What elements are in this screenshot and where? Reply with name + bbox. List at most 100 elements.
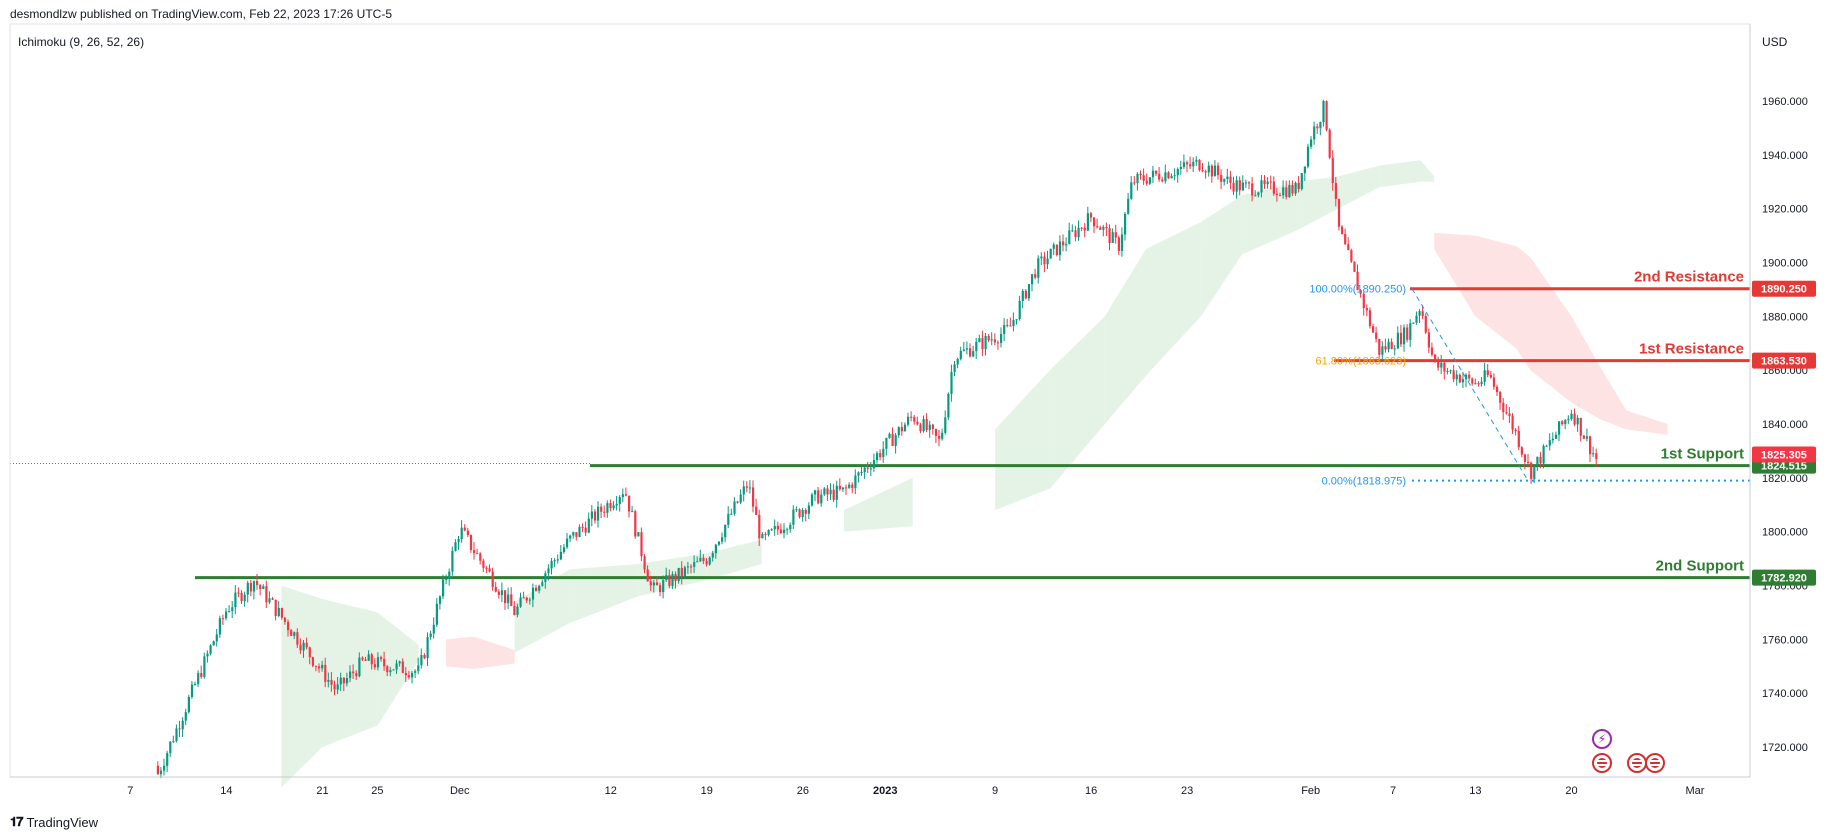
candle-body bbox=[1176, 169, 1179, 176]
candle-body bbox=[1365, 308, 1368, 311]
candle-body bbox=[1043, 256, 1046, 265]
x-tick-label: 13 bbox=[1469, 785, 1481, 797]
candle-body bbox=[380, 657, 383, 659]
candle-body bbox=[1288, 185, 1291, 197]
candle-body bbox=[562, 547, 566, 552]
candle-body bbox=[197, 673, 200, 685]
candle-body bbox=[228, 611, 231, 613]
candle-body bbox=[804, 509, 807, 514]
candle-body bbox=[513, 606, 516, 615]
candle-body bbox=[894, 435, 897, 446]
candle-body bbox=[296, 632, 299, 645]
candle-body bbox=[665, 574, 668, 581]
fib-trend-line bbox=[1411, 288, 1529, 481]
footer-logo[interactable]: 𝟏𝟕 TradingView bbox=[10, 814, 98, 830]
currency-label: USD bbox=[1762, 35, 1788, 49]
y-tick-label: 1720.000 bbox=[1762, 742, 1808, 754]
y-tick-label: 1760.000 bbox=[1762, 634, 1808, 646]
cloud-bearish bbox=[1434, 232, 1476, 317]
candle-body bbox=[1006, 325, 1009, 327]
candle-body bbox=[460, 527, 463, 540]
candle-body bbox=[640, 532, 643, 557]
candle-body bbox=[215, 634, 218, 642]
candle-body bbox=[1592, 453, 1595, 455]
level-price-tag-text: 1890.250 bbox=[1761, 284, 1807, 296]
price-tags: 1890.250 1863.530 1824.515 1782.920 1825.305 bbox=[1752, 280, 1816, 586]
candle-body bbox=[429, 633, 432, 638]
candle-body bbox=[857, 472, 860, 476]
candle-body bbox=[1024, 290, 1027, 299]
level-price-tag-text: 1782.920 bbox=[1761, 573, 1807, 585]
us-flag-event-icon[interactable] bbox=[1627, 753, 1647, 773]
candle-body bbox=[1226, 176, 1229, 180]
candle-body bbox=[1545, 445, 1548, 447]
cloud-bullish bbox=[1379, 160, 1421, 188]
candle-body bbox=[333, 684, 336, 690]
candle-body bbox=[848, 484, 851, 488]
candle-body bbox=[1148, 177, 1151, 184]
candle-body bbox=[1204, 171, 1207, 173]
candle-body bbox=[1058, 241, 1062, 256]
candle-body bbox=[1009, 325, 1012, 327]
level-lines: 2nd Resistance 1st Resistance 1st Support 2… bbox=[10, 269, 1750, 580]
cloud-bearish bbox=[473, 636, 515, 669]
candle-body bbox=[1589, 436, 1592, 455]
cloud-bearish bbox=[1530, 257, 1572, 403]
candle-body bbox=[488, 568, 491, 572]
candle-body bbox=[1102, 227, 1105, 230]
candle-body bbox=[302, 642, 305, 651]
cloud-bearish bbox=[446, 636, 474, 669]
candle-body bbox=[838, 485, 841, 490]
lightning-event-icon[interactable]: ⚡ bbox=[1592, 729, 1612, 749]
candle-body bbox=[283, 617, 287, 622]
candle-body bbox=[1502, 402, 1505, 413]
x-tick-label: 25 bbox=[371, 785, 383, 797]
candle-body bbox=[1179, 166, 1182, 170]
candle-body bbox=[1505, 412, 1508, 414]
candle-body bbox=[497, 591, 500, 595]
candle-body bbox=[1378, 338, 1381, 355]
candle-body bbox=[1080, 227, 1083, 229]
candle-body bbox=[1561, 421, 1564, 425]
plot-frame bbox=[9, 23, 1751, 778]
candle-body bbox=[1570, 413, 1573, 419]
x-tick-label: 26 bbox=[797, 785, 809, 797]
candle-body bbox=[352, 671, 355, 674]
candle-body bbox=[1483, 370, 1486, 382]
candle-body bbox=[897, 427, 900, 436]
candle-body bbox=[1461, 379, 1465, 383]
candle-body bbox=[432, 624, 435, 634]
candle-body bbox=[1527, 462, 1530, 464]
us-flag-event-icon[interactable] bbox=[1592, 753, 1612, 773]
candle-body bbox=[1161, 179, 1164, 182]
candle-body bbox=[724, 524, 727, 538]
candle-body bbox=[1480, 381, 1483, 384]
candle-body bbox=[556, 559, 559, 561]
candle-body bbox=[1437, 360, 1440, 368]
candle-body bbox=[659, 585, 662, 593]
candle-body bbox=[736, 501, 739, 503]
candle-body bbox=[1558, 421, 1561, 435]
level-price-tag bbox=[1752, 352, 1816, 369]
x-tick-label: 2023 bbox=[873, 785, 897, 797]
indicator-legend[interactable]: Ichimoku (9, 26, 52, 26) bbox=[18, 35, 145, 49]
candle-body bbox=[314, 665, 318, 667]
candle-body bbox=[1396, 332, 1399, 349]
us-flag-event-icon[interactable] bbox=[1645, 753, 1665, 773]
candle-body bbox=[448, 571, 451, 579]
candle-body bbox=[727, 513, 730, 525]
candle-body bbox=[1173, 175, 1176, 177]
candle-body bbox=[1083, 227, 1086, 231]
candle-body bbox=[975, 341, 978, 352]
cloud-bullish bbox=[1200, 195, 1243, 317]
candle-body bbox=[584, 527, 587, 533]
candle-body bbox=[482, 560, 485, 568]
ichimoku-cloud bbox=[281, 160, 1668, 788]
candle-body bbox=[538, 585, 541, 591]
candle-body bbox=[252, 581, 256, 592]
candle-body bbox=[575, 532, 578, 537]
candle-body bbox=[1015, 319, 1018, 321]
y-tick-label: 1940.000 bbox=[1762, 150, 1808, 162]
candle-body bbox=[779, 529, 783, 533]
